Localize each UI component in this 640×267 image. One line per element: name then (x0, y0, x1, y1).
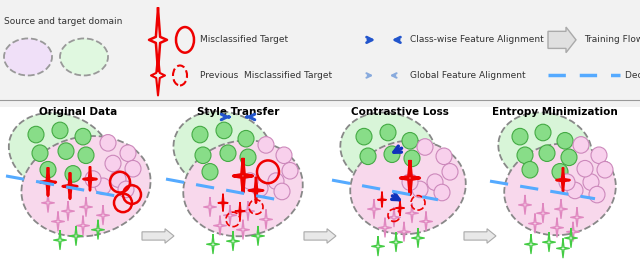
Circle shape (561, 149, 577, 166)
Circle shape (356, 128, 372, 145)
Circle shape (28, 126, 44, 143)
Circle shape (557, 132, 573, 149)
Circle shape (573, 137, 589, 153)
FancyArrow shape (142, 229, 174, 243)
Circle shape (125, 160, 141, 177)
Text: Decision Boundary: Decision Boundary (625, 71, 640, 80)
Ellipse shape (183, 140, 303, 236)
Ellipse shape (9, 113, 111, 194)
Text: Training Flow: Training Flow (584, 35, 640, 44)
Circle shape (58, 143, 74, 159)
Circle shape (252, 180, 268, 197)
Circle shape (577, 160, 593, 177)
Circle shape (276, 147, 292, 163)
Text: Contrastive Loss: Contrastive Loss (351, 107, 449, 117)
Circle shape (583, 174, 599, 190)
Ellipse shape (22, 136, 150, 237)
Ellipse shape (499, 112, 592, 186)
Ellipse shape (504, 144, 616, 235)
Circle shape (105, 155, 121, 172)
Circle shape (535, 124, 551, 141)
Circle shape (517, 147, 533, 163)
Text: Global Feature Alignment: Global Feature Alignment (410, 71, 525, 80)
Circle shape (442, 163, 458, 180)
Circle shape (552, 163, 568, 180)
Circle shape (589, 186, 605, 203)
Text: Entropy Minimization: Entropy Minimization (492, 107, 618, 117)
Circle shape (40, 162, 56, 178)
Text: Style Transfer: Style Transfer (197, 107, 279, 117)
Circle shape (78, 147, 94, 163)
Circle shape (597, 162, 613, 178)
Ellipse shape (350, 140, 466, 234)
FancyArrow shape (464, 229, 496, 243)
Text: Original Data: Original Data (39, 107, 117, 117)
Text: Class-wise Feature Alignment: Class-wise Feature Alignment (410, 35, 544, 44)
Ellipse shape (4, 38, 52, 76)
Circle shape (85, 171, 101, 187)
Circle shape (559, 174, 575, 190)
Circle shape (539, 145, 555, 162)
Circle shape (100, 135, 116, 151)
Circle shape (75, 128, 91, 145)
Circle shape (512, 128, 528, 145)
Circle shape (52, 122, 68, 139)
Circle shape (32, 145, 48, 162)
Circle shape (436, 148, 452, 164)
Circle shape (202, 163, 218, 180)
FancyBboxPatch shape (0, 0, 640, 107)
Circle shape (427, 174, 443, 190)
Circle shape (274, 183, 290, 200)
Circle shape (238, 131, 254, 147)
Circle shape (402, 174, 418, 190)
Circle shape (282, 163, 298, 179)
Circle shape (380, 124, 396, 141)
Circle shape (417, 139, 433, 155)
Circle shape (120, 145, 136, 162)
Circle shape (268, 173, 284, 189)
Circle shape (118, 181, 134, 198)
Circle shape (404, 150, 420, 167)
Circle shape (240, 149, 256, 166)
Text: Source and target domain: Source and target domain (4, 17, 122, 26)
FancyArrow shape (548, 27, 576, 53)
Circle shape (434, 184, 450, 201)
Circle shape (522, 162, 538, 178)
Circle shape (65, 166, 81, 182)
Circle shape (384, 146, 400, 163)
Circle shape (216, 122, 232, 139)
Circle shape (192, 126, 208, 143)
Circle shape (360, 148, 376, 164)
Circle shape (591, 147, 607, 163)
Ellipse shape (340, 112, 436, 188)
Circle shape (195, 147, 211, 163)
Ellipse shape (60, 38, 108, 76)
Circle shape (220, 145, 236, 162)
Circle shape (258, 137, 274, 153)
Circle shape (567, 182, 583, 199)
FancyArrow shape (304, 229, 336, 243)
Text: Previous  Misclassified Target: Previous Misclassified Target (200, 71, 332, 80)
Circle shape (95, 178, 111, 195)
Circle shape (242, 173, 258, 189)
Circle shape (402, 132, 418, 149)
Circle shape (110, 171, 126, 187)
Circle shape (412, 181, 428, 198)
Text: Misclassified Target: Misclassified Target (200, 35, 288, 44)
Ellipse shape (173, 111, 273, 191)
